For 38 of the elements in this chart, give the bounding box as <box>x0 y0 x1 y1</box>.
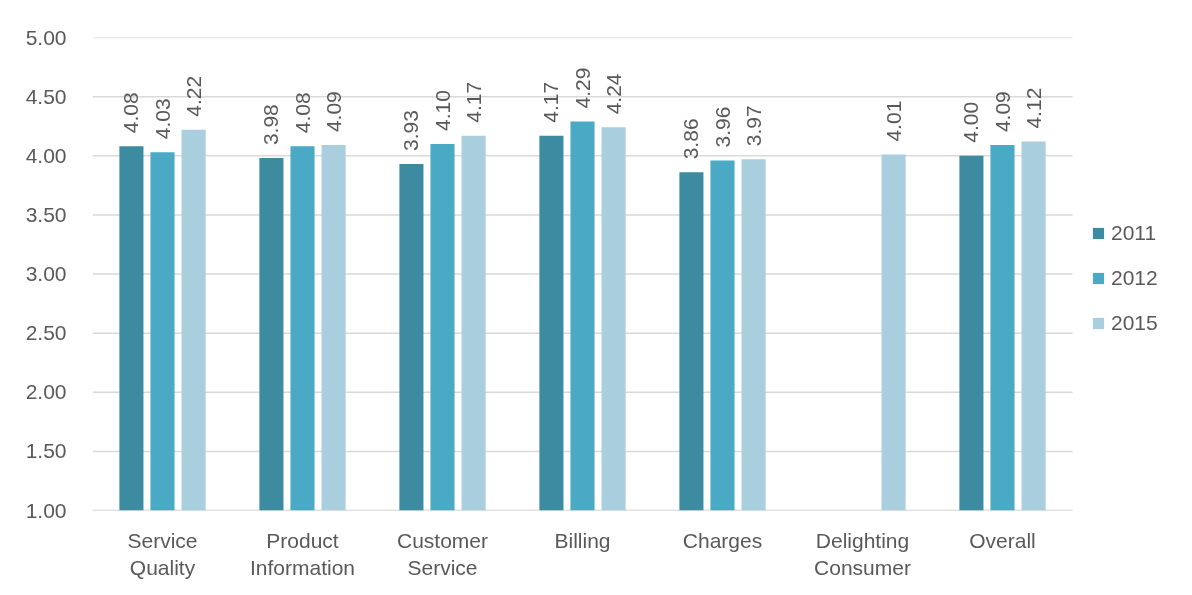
legend-label: 2011 <box>1111 220 1157 245</box>
data-label: 3.96 <box>710 106 734 148</box>
y-tick-label: 2.00 <box>25 380 67 404</box>
data-label: 4.00 <box>959 101 983 143</box>
data-label: 3.98 <box>259 104 283 146</box>
data-label: 4.09 <box>990 91 1014 133</box>
data-label: 4.10 <box>430 90 454 131</box>
data-label: 3.93 <box>399 110 423 152</box>
x-tick-label: Customer Service <box>396 528 489 580</box>
x-tick-label: Delighting Consumer <box>814 528 911 580</box>
data-label: 4.03 <box>150 98 174 140</box>
y-tick-label: 1.00 <box>25 498 67 522</box>
y-tick-label: 5.00 <box>25 25 67 49</box>
y-tick-label: 4.50 <box>25 84 67 108</box>
data-label: 4.17 <box>539 81 563 123</box>
x-tick-label: Overall <box>969 528 1036 552</box>
y-tick-label: 4.00 <box>25 143 67 167</box>
y-tick-label: 2.50 <box>25 321 67 345</box>
data-label: 3.97 <box>741 105 765 147</box>
x-tick-label: Charges <box>682 528 763 552</box>
data-label: 4.12 <box>1021 87 1045 129</box>
legend-label: 2015 <box>1111 310 1158 335</box>
y-tick-label: 3.00 <box>25 262 67 285</box>
y-tick-label: 3.50 <box>25 202 67 226</box>
data-label: 4.08 <box>119 92 143 134</box>
legend-label: 2012 <box>1111 265 1158 290</box>
data-label: 4.29 <box>570 67 594 109</box>
y-tick-label: 1.50 <box>25 439 67 463</box>
data-label: 3.86 <box>679 118 703 160</box>
x-tick-label: Service Quality <box>127 528 198 580</box>
data-label: 4.22 <box>181 75 205 117</box>
data-label: 4.17 <box>461 81 485 123</box>
data-label: 4.09 <box>321 91 345 133</box>
x-tick-label: Product Information <box>249 528 356 580</box>
x-tick-label: Billing <box>554 528 611 552</box>
data-label: 4.08 <box>290 92 314 134</box>
data-label: 4.01 <box>881 100 905 142</box>
data-label: 4.24 <box>601 73 625 115</box>
